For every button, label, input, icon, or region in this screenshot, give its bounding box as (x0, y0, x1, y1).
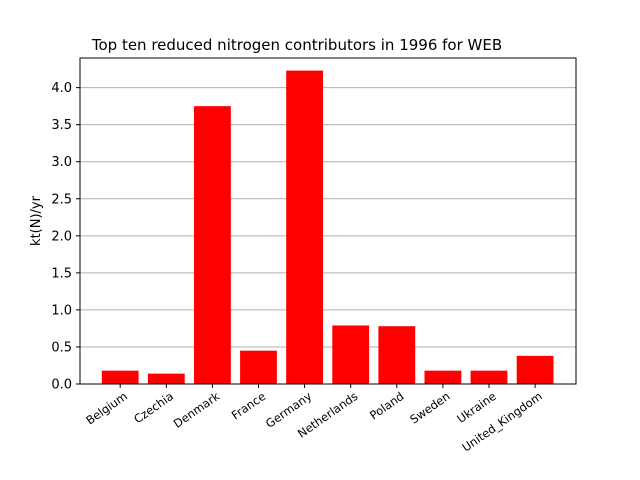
y-tick-label: 4.0 (51, 81, 72, 96)
x-tick-label: Sweden (407, 389, 452, 427)
x-tick-label: Czechia (131, 389, 176, 426)
bar-sweden (424, 370, 462, 384)
bar-united-kingdom (516, 355, 554, 384)
bar-france (240, 350, 277, 384)
bar-belgium (101, 370, 139, 384)
bar-denmark (194, 106, 231, 384)
bar-ukraine (470, 370, 508, 384)
bar-germany (286, 70, 323, 384)
x-tick-label: France (229, 389, 268, 422)
y-tick-label: 3.0 (51, 155, 72, 170)
bars (101, 70, 554, 384)
y-axis: 0.0 0.5 1.0 1.5 2.0 2.5 3.0 3.5 4.0 (51, 81, 80, 393)
plot-frame (79, 57, 577, 385)
bar-poland (378, 326, 416, 384)
x-tick-label: Denmark (171, 389, 223, 431)
x-tick-label: Poland (367, 389, 406, 422)
y-tick-label: 1.5 (51, 266, 72, 281)
y-tick-label: 2.0 (51, 229, 72, 244)
x-tick-label: Belgium (83, 389, 130, 428)
y-axis-label: kt(N)/yr (29, 195, 44, 246)
y-tick-label: 3.5 (51, 118, 72, 133)
gridlines (80, 87, 576, 348)
bar-netherlands (332, 325, 370, 384)
chart-title: Top ten reduced nitrogen contributors in… (91, 36, 502, 54)
bar-czechia (147, 373, 185, 384)
y-tick-label: 0.0 (51, 378, 72, 393)
y-tick-label: 1.0 (51, 303, 72, 318)
y-tick-label: 2.5 (51, 192, 72, 207)
x-tick-label: United_Kingdom (459, 389, 544, 455)
y-tick-label: 0.5 (51, 340, 72, 355)
